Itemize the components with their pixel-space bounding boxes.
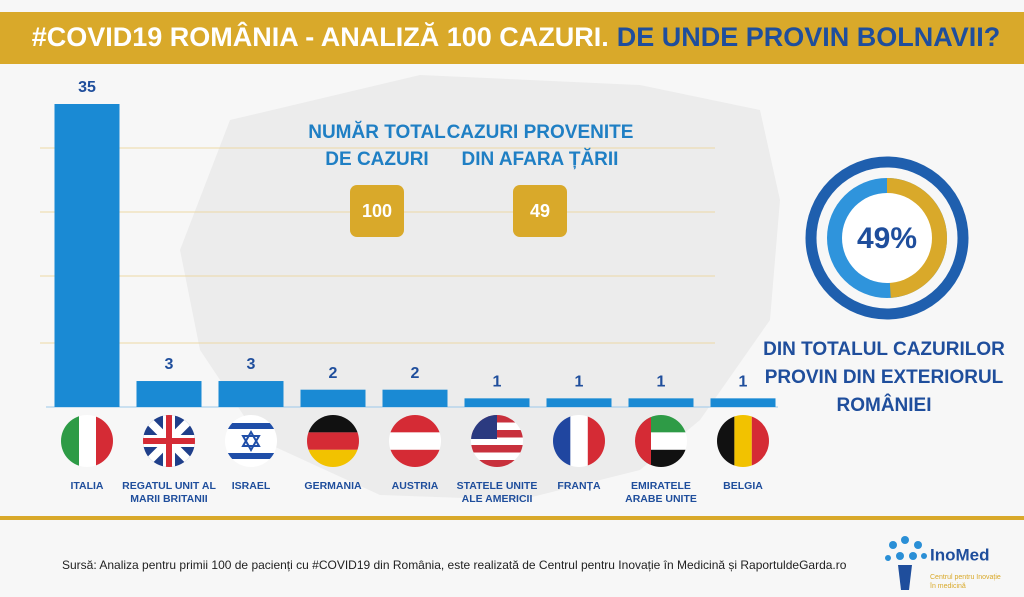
flag-part [241, 429, 261, 453]
flag-part [79, 415, 96, 467]
category-label: STATELE UNITE ALE AMERICII [456, 480, 538, 505]
bar [628, 398, 694, 407]
bar [546, 398, 612, 407]
value-label: 2 [329, 365, 338, 382]
flag-part [553, 415, 571, 467]
flag-part [717, 415, 735, 467]
stat-value: 49 [530, 201, 550, 221]
bar [710, 398, 776, 407]
title-part: #COVID19 ROMÂNIA - ANALIZĂ 100 CAZURI. [32, 21, 609, 52]
flag-part [471, 445, 523, 453]
bar [54, 104, 120, 407]
stat-value: 100 [362, 201, 392, 221]
donut-hole [842, 193, 932, 283]
flag [307, 415, 359, 467]
flag [553, 415, 605, 467]
bar [464, 398, 530, 407]
value-label: 3 [247, 356, 256, 373]
value-label: 2 [411, 365, 420, 382]
logo-sub: Centrul pentru Inovație [930, 574, 1001, 581]
flag-part [751, 415, 769, 467]
divider [0, 516, 1024, 520]
flag-part [389, 415, 441, 433]
flag [635, 415, 687, 467]
category-label: ISRAEL [231, 480, 271, 492]
flag [471, 415, 523, 467]
flag [717, 415, 769, 467]
flag-part [307, 432, 359, 450]
flag-part [734, 415, 752, 467]
flag-part [225, 453, 277, 459]
source: Sursă: Analiza pentru primii 100 de paci… [62, 558, 847, 572]
flag-part [389, 432, 441, 450]
value-label: 35 [78, 79, 96, 96]
title-part: DE UNDE PROVIN BOLNAVII? [617, 22, 1001, 52]
donut-caption: ROMÂNIEI [837, 394, 932, 416]
flag-part [389, 449, 441, 467]
category-label: GERMANIA [304, 480, 362, 492]
category-label: REGATUL UNIT AL MARII BRITANII [122, 480, 216, 505]
category-label: EMIRATELE ARABE UNITE [625, 480, 697, 505]
category-label: AUSTRIA [391, 480, 439, 492]
flag-part [307, 415, 359, 433]
value-label: 1 [575, 374, 584, 391]
category-label: BELGIA [723, 480, 763, 492]
flag [225, 415, 277, 467]
logo-text: InoMed [930, 545, 990, 564]
stat-label: NUMĂR TOTAL [308, 121, 446, 143]
title: #COVID19 ROMÂNIA - ANALIZĂ 100 CAZURI. DE… [32, 21, 1001, 52]
flag-part [225, 423, 277, 429]
flag-part [471, 460, 523, 467]
value-label: 1 [493, 374, 502, 391]
bar [136, 381, 202, 407]
donut-caption: PROVIN DIN EXTERIORUL [765, 367, 1004, 388]
stat-label: DE CAZURI [325, 149, 428, 170]
value-label: 3 [165, 356, 174, 373]
flag [389, 415, 441, 467]
flag-part [143, 415, 195, 467]
donut-label: 49% [857, 222, 917, 255]
flag-part [471, 452, 523, 460]
flag-part [307, 449, 359, 467]
flag-part [225, 415, 277, 467]
flag-part [61, 415, 79, 467]
flag-part [471, 437, 523, 445]
flag [61, 415, 113, 467]
value-label: 1 [739, 374, 748, 391]
stat-label: DIN AFARA ȚĂRII [462, 148, 619, 170]
stat-box [350, 185, 404, 237]
stat-label: CAZURI PROVENITE [447, 122, 634, 143]
bar [300, 389, 366, 407]
donut-outer [805, 156, 969, 320]
logo-sub: în medicină [929, 583, 966, 590]
flag-part [635, 415, 651, 467]
title-banner [0, 12, 1024, 64]
flag-part [570, 415, 588, 467]
bar [218, 381, 284, 407]
flag [143, 415, 195, 467]
flag-part [96, 415, 113, 467]
flag-part [587, 415, 605, 467]
category-label: FRANȚA [557, 480, 601, 492]
stat-box [513, 185, 567, 237]
value-label: 1 [657, 374, 666, 391]
category-label: ITALIA [70, 480, 104, 492]
logo-icon [885, 536, 927, 590]
donut-caption: DIN TOTALUL CAZURILOR [763, 339, 1005, 360]
bar [382, 389, 448, 407]
